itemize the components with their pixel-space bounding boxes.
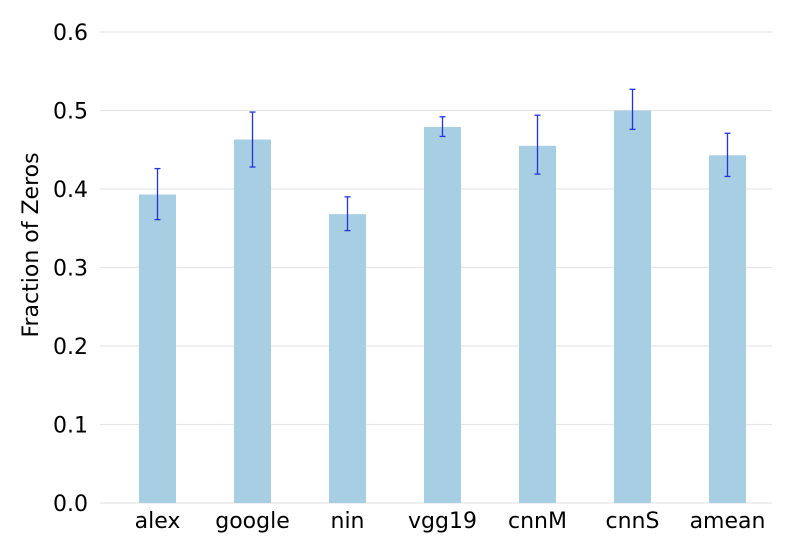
x-tick-label: cnnM [508, 509, 567, 534]
bar [234, 139, 271, 504]
error-bars [154, 88, 731, 232]
y-tick-label: 0.6 [53, 21, 88, 46]
y-tick-label: 0.2 [53, 335, 88, 360]
bar [519, 145, 556, 503]
bar [709, 155, 746, 503]
x-tick-label: nin [331, 509, 365, 534]
bars [139, 110, 746, 504]
y-tick-label: 0.5 [53, 100, 88, 125]
y-tick-label: 0.3 [53, 257, 88, 282]
bar [329, 214, 366, 503]
x-axis-ticks: alex google nin vgg19 cnnM cnnS amean [135, 509, 766, 534]
x-tick-label: google [215, 509, 290, 534]
bar [139, 194, 176, 503]
y-tick-label: 0.4 [53, 178, 88, 203]
y-tick-label: 0.0 [53, 492, 88, 517]
x-tick-label: vgg19 [408, 509, 477, 534]
bar [614, 110, 651, 503]
bar [424, 126, 461, 504]
y-axis-ticks: 0.0 0.1 0.2 0.3 0.4 0.5 0.6 [53, 21, 88, 517]
y-tick-label: 0.1 [53, 414, 88, 439]
y-axis-label: Fraction of Zeros [19, 152, 44, 337]
x-tick-label: alex [135, 509, 181, 534]
x-tick-label: cnnS [606, 509, 660, 534]
x-tick-label: amean [690, 509, 766, 534]
